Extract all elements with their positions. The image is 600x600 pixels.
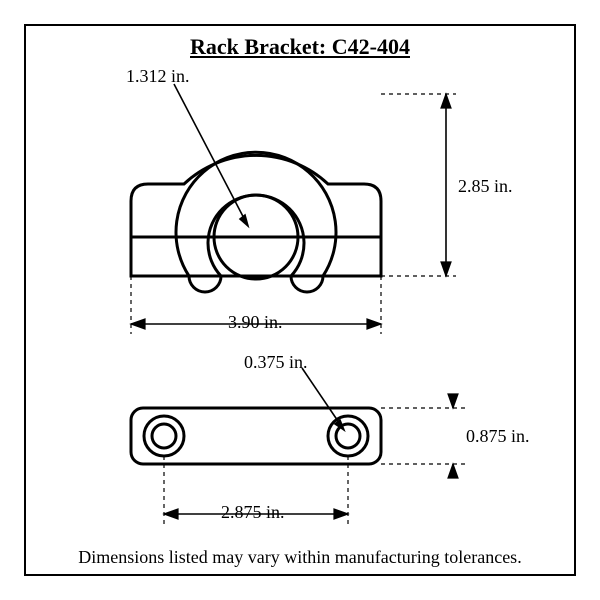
dim-width: 3.90 in. — [228, 312, 283, 333]
dim-height: 2.85 in. — [458, 176, 513, 197]
dim-bore-dia: 1.312 in. — [126, 66, 190, 87]
dim-hole-spacing: 2.875 in. — [221, 502, 285, 523]
tolerance-note: Dimensions listed may vary within manufa… — [26, 547, 574, 568]
dim-hole-dia: 0.375 in. — [244, 352, 308, 373]
dim-thickness: 0.875 in. — [466, 426, 530, 447]
drawing-frame: Rack Bracket: C42-404 — [24, 24, 576, 576]
bottom-view — [26, 26, 578, 578]
